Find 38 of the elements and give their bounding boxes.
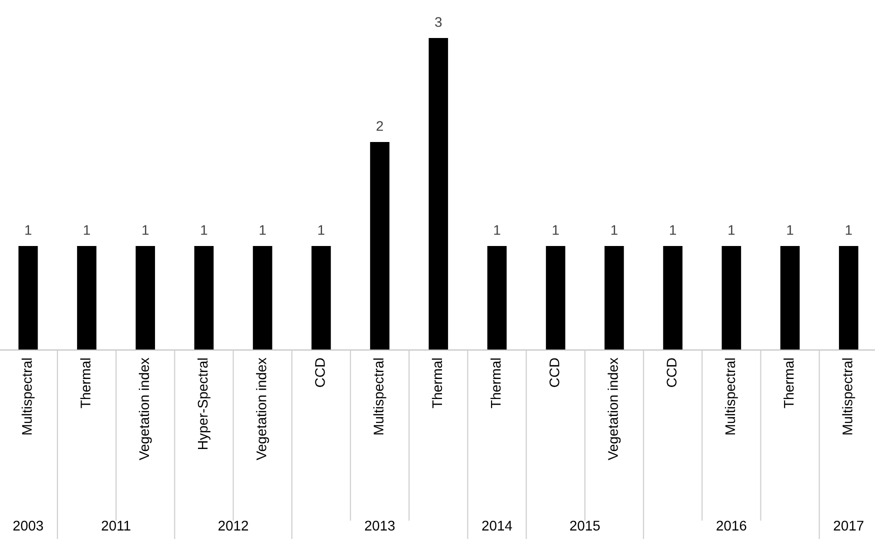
x-tick-label: Vegetation index [256,358,270,460]
text: 2012 [218,520,248,531]
x-tick-label: Thermal [432,358,442,408]
text: 2013 [365,520,395,531]
x-tick-label: Vegetation index [138,358,152,460]
data-label: 1 [142,225,149,235]
x-tick-label: CCD [549,358,560,387]
data-label: 1 [201,225,208,235]
x-tick-label: Hyper-Spectral [197,358,210,450]
x-tick-label: Thermal [490,358,501,408]
data-label: 1 [260,225,266,235]
text: 2015 [570,520,600,531]
x-tick-label: CCD [315,358,325,387]
text: 2011 [102,520,130,531]
data-label: 1 [318,225,324,235]
data-label: 1 [787,225,794,235]
x-tick-label: Thermal [784,358,794,408]
data-label: 1 [25,225,32,235]
data-label: 2 [376,121,383,131]
x-tick-label: Multispectral [724,358,738,434]
text: 2014 [482,520,512,531]
text: 2016 [716,520,746,531]
data-label: 1 [728,225,735,235]
x-tick-label: Multispectral [22,358,35,434]
data-label: 1 [84,225,90,235]
x-tick-label: Multispectral [373,358,386,434]
x-tick-label: CCD [666,358,677,387]
data-label: 3 [435,17,442,27]
text: 2017 [834,520,864,531]
text: 2003 [13,520,43,531]
data-label: 1 [670,225,676,235]
x-tick-label: Vegetation index [608,358,621,460]
data-label: 1 [552,225,559,235]
data-label: 1 [611,225,618,235]
x-tick-label: Multispectral [842,358,856,434]
data-label: 1 [494,225,500,235]
data-label: 1 [846,225,852,235]
x-tick-label: Thermal [80,358,90,408]
